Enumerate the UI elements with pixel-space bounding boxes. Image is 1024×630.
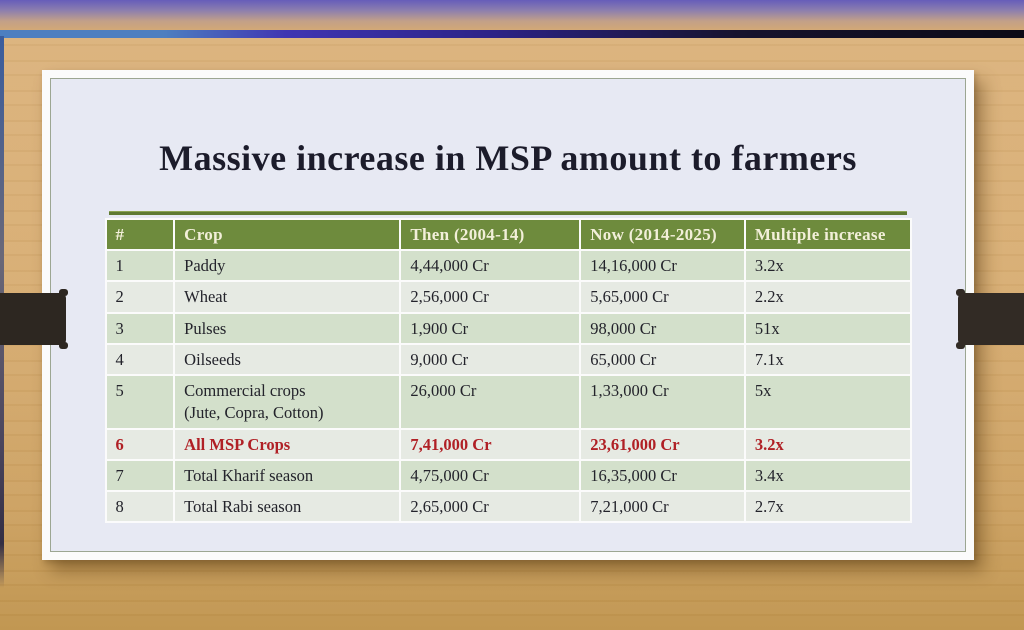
cell-then: 7,41,000 Cr <box>401 429 580 459</box>
cell-multiple: 3.2x <box>745 251 910 281</box>
cell-crop: Wheat <box>175 282 400 312</box>
cell-crop: Total Kharif season <box>175 460 400 491</box>
cell-multiple: 51x <box>745 313 910 343</box>
column-header-num: # <box>106 220 174 249</box>
table-row: 2 Wheat 2,56,000 Cr 5,65,000 Cr 2.2x <box>106 282 910 312</box>
slide-inner-frame: Massive increase in MSP amount to farmer… <box>50 78 966 552</box>
cell-multiple: 3.4x <box>745 460 910 491</box>
cell-multiple: 2.7x <box>745 492 910 522</box>
cell-num: 8 <box>106 492 174 522</box>
cell-multiple: 5x <box>745 376 910 428</box>
msp-table: # Crop Then (2004-14) Now (2014-2025) Mu… <box>104 218 912 524</box>
top-gradient-band <box>0 0 1024 30</box>
cell-now: 16,35,000 Cr <box>581 460 744 491</box>
presentation-slide: Massive increase in MSP amount to farmer… <box>42 70 974 560</box>
cell-multiple: 3.2x <box>745 429 910 459</box>
cell-num: 5 <box>106 376 174 428</box>
cell-then: 9,000 Cr <box>401 344 580 375</box>
cell-now: 23,61,000 Cr <box>581 429 744 459</box>
cell-crop: Oilseeds <box>175 344 400 375</box>
cell-then: 4,75,000 Cr <box>401 460 580 491</box>
cell-num: 7 <box>106 460 174 491</box>
cell-now: 1,33,000 Cr <box>581 376 744 428</box>
column-header-crop: Crop <box>175 220 400 249</box>
left-binder-clip <box>0 289 68 349</box>
table-row: 4 Oilseeds 9,000 Cr 65,000 Cr 7.1x <box>106 344 910 375</box>
cell-now: 7,21,000 Cr <box>581 492 744 522</box>
table-row: 8 Total Rabi season 2,65,000 Cr 7,21,000… <box>106 492 910 522</box>
table-row: 5 Commercial crops (Jute, Copra, Cotton)… <box>106 376 910 428</box>
cell-num: 3 <box>106 313 174 343</box>
cell-crop: Total Rabi season <box>175 492 400 522</box>
cell-now: 14,16,000 Cr <box>581 251 744 281</box>
cell-num: 4 <box>106 344 174 375</box>
slide-title: Massive increase in MSP amount to farmer… <box>159 138 857 178</box>
cell-crop: Paddy <box>175 251 400 281</box>
cell-num: 1 <box>106 251 174 281</box>
cell-multiple: 2.2x <box>745 282 910 312</box>
column-header-multiple: Multiple increase <box>745 220 910 249</box>
table-header-row: # Crop Then (2004-14) Now (2014-2025) Mu… <box>106 220 910 249</box>
cell-now: 5,65,000 Cr <box>581 282 744 312</box>
cell-num: 2 <box>106 282 174 312</box>
cell-then: 1,900 Cr <box>401 313 580 343</box>
top-blue-stripe <box>0 30 1024 38</box>
table-row-highlighted: 6 All MSP Crops 7,41,000 Cr 23,61,000 Cr… <box>106 429 910 459</box>
cell-now: 98,000 Cr <box>581 313 744 343</box>
right-binder-clip <box>956 289 1024 349</box>
column-header-now: Now (2014-2025) <box>581 220 744 249</box>
cell-then: 2,56,000 Cr <box>401 282 580 312</box>
cell-then: 2,65,000 Cr <box>401 492 580 522</box>
cell-then: 26,000 Cr <box>401 376 580 428</box>
cell-then: 4,44,000 Cr <box>401 251 580 281</box>
cell-now: 65,000 Cr <box>581 344 744 375</box>
table-row: 7 Total Kharif season 4,75,000 Cr 16,35,… <box>106 460 910 491</box>
cell-crop: Pulses <box>175 313 400 343</box>
cell-crop: All MSP Crops <box>175 429 400 459</box>
cell-multiple: 7.1x <box>745 344 910 375</box>
table-row: 1 Paddy 4,44,000 Cr 14,16,000 Cr 3.2x <box>106 251 910 281</box>
cell-crop: Commercial crops (Jute, Copra, Cotton) <box>175 376 400 428</box>
table-row: 3 Pulses 1,900 Cr 98,000 Cr 51x <box>106 313 910 343</box>
title-divider-line <box>109 211 907 215</box>
column-header-then: Then (2004-14) <box>401 220 580 249</box>
cell-num: 6 <box>106 429 174 459</box>
